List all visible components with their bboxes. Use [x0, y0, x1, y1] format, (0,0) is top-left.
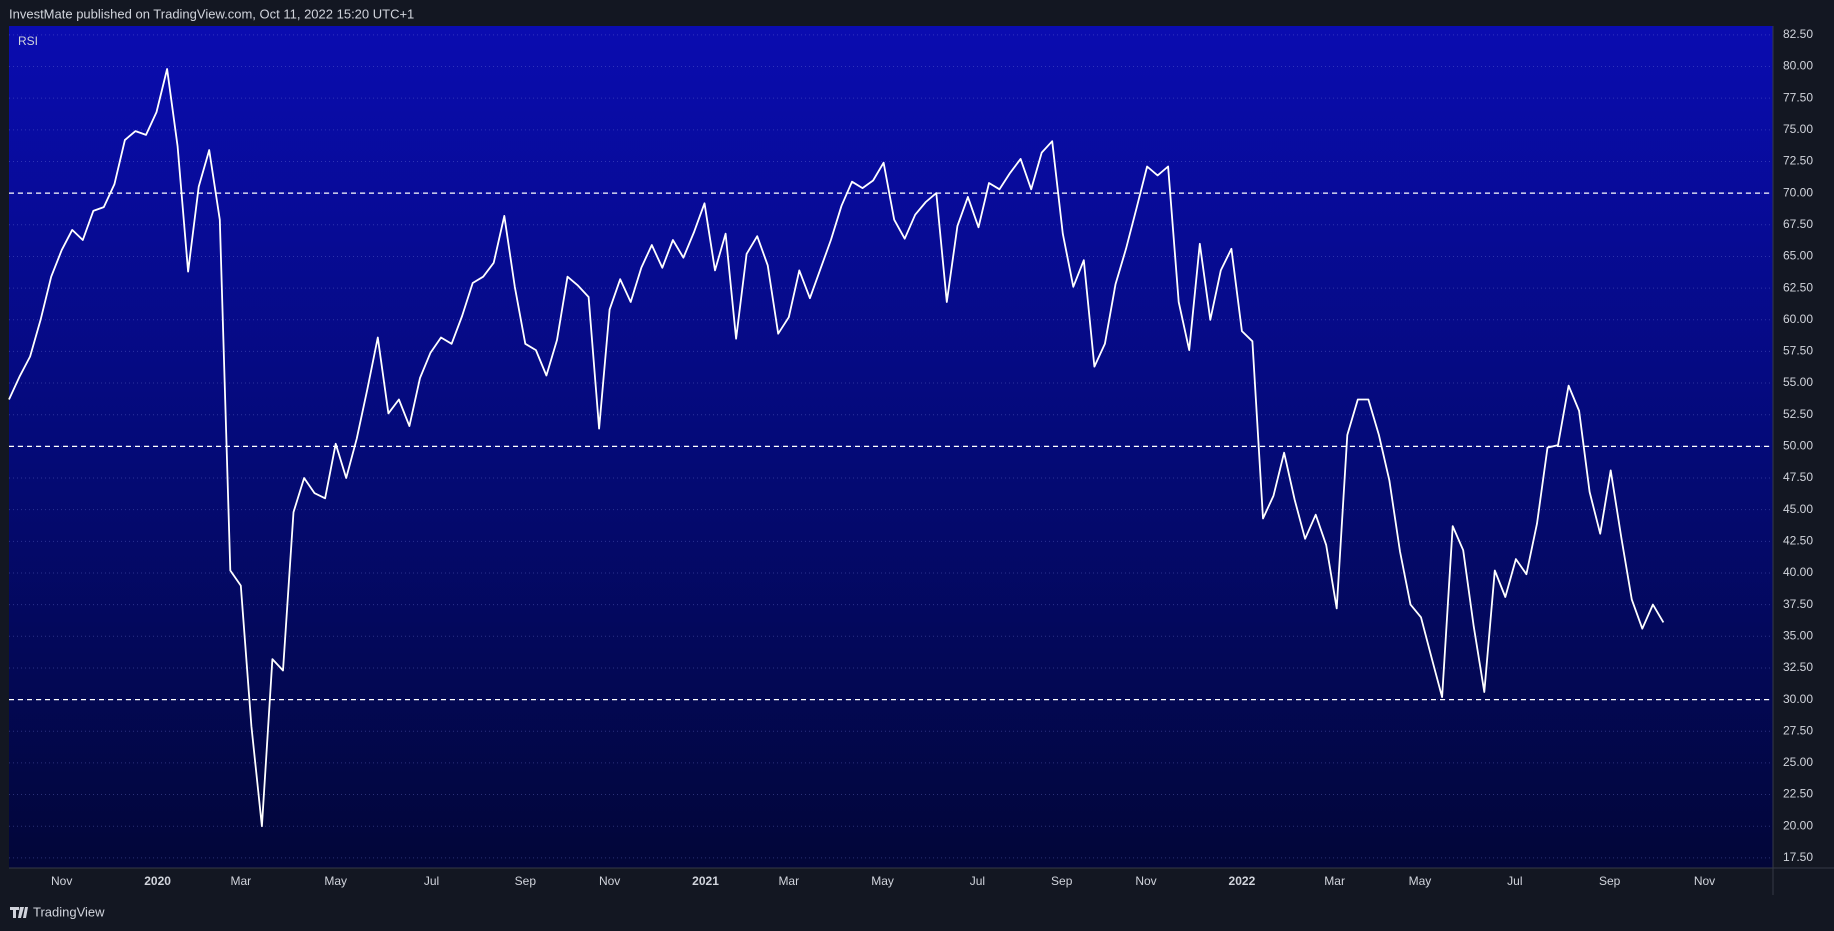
y-tick-label: 67.50: [1783, 217, 1813, 231]
y-tick-label: 60.00: [1783, 312, 1813, 326]
logo-icon: [10, 907, 28, 918]
y-tick-label: 75.00: [1783, 122, 1813, 136]
header-title: InvestMate published on TradingView.com,…: [9, 6, 414, 21]
x-tick-label: Nov: [51, 874, 72, 888]
x-tick-label: 2020: [144, 874, 171, 888]
y-tick-label: 47.50: [1783, 470, 1813, 484]
x-tick-label: Mar: [230, 874, 251, 888]
y-tick-label: 65.00: [1783, 249, 1813, 263]
x-tick-label: 2022: [1229, 874, 1256, 888]
x-tick-label: Nov: [599, 874, 620, 888]
y-tick-label: 70.00: [1783, 185, 1813, 199]
y-tick-label: 62.50: [1783, 280, 1813, 294]
x-tick-label: Sep: [515, 874, 537, 888]
y-tick-label: 45.00: [1783, 502, 1813, 516]
plot-area: [9, 26, 1773, 868]
x-tick-label: May: [324, 874, 347, 888]
logo: TradingView: [10, 904, 105, 919]
x-tick-label: Nov: [1694, 874, 1715, 888]
x-tick-label: Jul: [424, 874, 439, 888]
y-tick-label: 37.50: [1783, 597, 1813, 611]
y-tick-label: 30.00: [1783, 692, 1813, 706]
y-tick-label: 17.50: [1783, 850, 1813, 864]
y-tick-label: 25.00: [1783, 755, 1813, 769]
y-tick-label: 72.50: [1783, 154, 1813, 168]
x-tick-label: Mar: [778, 874, 799, 888]
brand: TradingView: [33, 904, 105, 919]
rsi-line: [8, 68, 1665, 828]
x-tick-label: Sep: [1051, 874, 1073, 888]
x-tick-label: Nov: [1135, 874, 1156, 888]
x-tick-label: May: [871, 874, 894, 888]
y-tick-label: 27.50: [1783, 723, 1813, 737]
y-tick-label: 77.50: [1783, 90, 1813, 104]
x-tick-label: 2021: [692, 874, 719, 888]
y-tick-label: 80.00: [1783, 59, 1813, 73]
y-tick-label: 52.50: [1783, 407, 1813, 421]
y-tick-label: 50.00: [1783, 439, 1813, 453]
x-tick-label: Jul: [1507, 874, 1522, 888]
indicator-label: RSI: [18, 34, 38, 48]
y-tick-label: 42.50: [1783, 534, 1813, 548]
x-tick-label: Mar: [1324, 874, 1345, 888]
x-tick-label: Jul: [970, 874, 985, 888]
y-tick-label: 35.00: [1783, 628, 1813, 642]
y-tick-label: 20.00: [1783, 818, 1813, 832]
x-tick-label: May: [1409, 874, 1432, 888]
y-tick-label: 57.50: [1783, 344, 1813, 358]
y-tick-label: 40.00: [1783, 565, 1813, 579]
y-tick-label: 55.00: [1783, 375, 1813, 389]
y-tick-label: 82.50: [1783, 27, 1813, 41]
y-tick-label: 22.50: [1783, 787, 1813, 801]
y-tick-label: 32.50: [1783, 660, 1813, 674]
x-tick-label: Sep: [1599, 874, 1621, 888]
